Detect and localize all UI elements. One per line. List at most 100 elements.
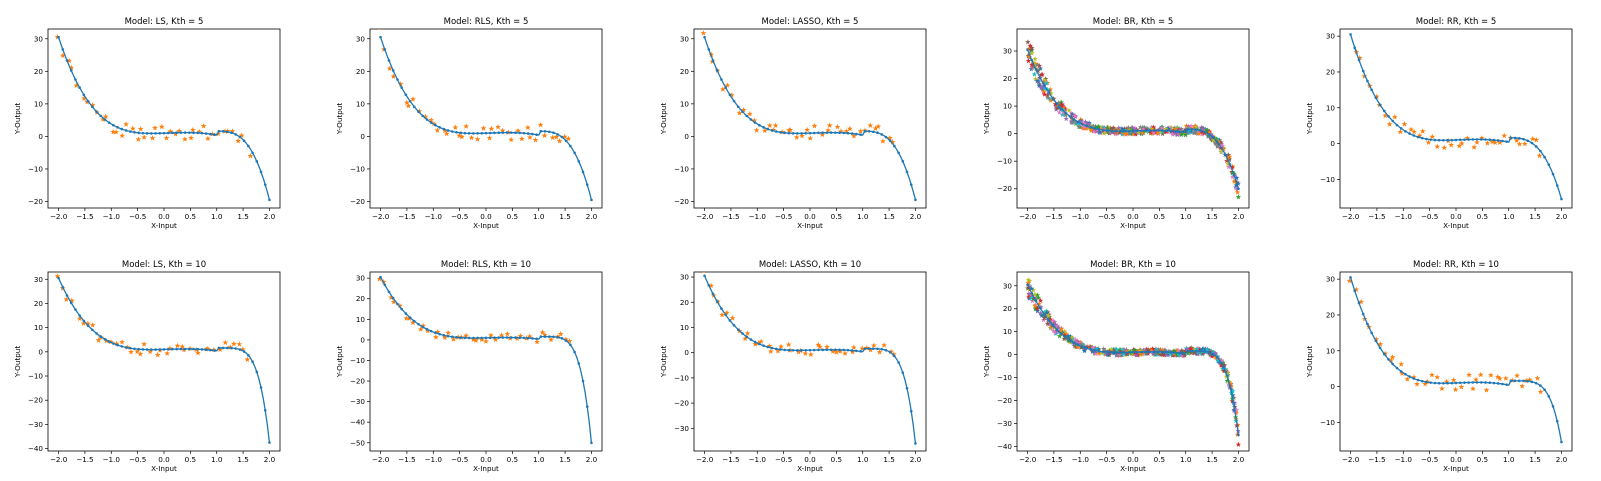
chart-8-sample-point: [1179, 347, 1185, 353]
chart-9-xtick-label-3: −0.5: [1421, 455, 1438, 464]
chart-5-xtick-label-0: −2.0: [50, 455, 68, 464]
chart-3-sample-point: [1199, 126, 1206, 132]
chart-0-sample-point: [81, 95, 87, 101]
chart-3-sample-point: [1198, 124, 1205, 130]
chart-1-fit-point: [590, 198, 593, 202]
chart-3-fit-point: [1131, 129, 1135, 133]
chart-8-fit-point: [1106, 350, 1109, 354]
chart-8-sample-point: [1215, 357, 1221, 363]
chart-3-sample-point: [1032, 76, 1039, 82]
chart-1-fit-point: [560, 135, 564, 139]
chart-2-fit-point: [779, 130, 782, 134]
chart-5-xtick-label-2: −1.0: [103, 455, 121, 464]
chart-0-fit-point: [242, 139, 246, 143]
chart-9-sample-point: [1537, 388, 1544, 395]
chart-4-fit-point: [1543, 155, 1546, 159]
chart-2-fit-point: [863, 129, 867, 133]
chart-2-fit-point: [914, 198, 917, 202]
chart-6-sample-point: [557, 331, 564, 337]
chart-8-sample-point: [1231, 395, 1237, 401]
chart-8-fit-point: [1232, 405, 1236, 408]
chart-3-sample-point: [1216, 137, 1223, 143]
chart-8-sample-point: [1108, 346, 1114, 352]
chart-3-sample-point: [1059, 101, 1066, 107]
chart-7-axes-frame: [693, 271, 927, 452]
chart-4-fit-point: [1370, 88, 1373, 92]
chart-2-sample-point: [736, 110, 743, 116]
chart-8-sample-point: [1174, 351, 1180, 357]
chart-2-fit-point: [724, 86, 727, 89]
chart-1-fit-point: [425, 118, 429, 121]
chart-0-fit-point: [133, 130, 136, 134]
chart-6-ytick-label-2: −30: [350, 397, 366, 406]
chart-9-ytick-label-0: −10: [1320, 418, 1336, 427]
chart-6-fit-point: [383, 283, 387, 287]
chart-0-fit-point: [230, 131, 233, 135]
chart-3-sample-point: [1130, 124, 1136, 130]
chart-7-fit-point: [863, 347, 867, 350]
chart-0-fit-point: [137, 131, 140, 135]
chart-4-xtick-label-0: −2.0: [1342, 212, 1360, 221]
chart-1-fit-point: [501, 131, 505, 134]
chart-2-fit-point: [741, 110, 744, 113]
chart-6-fit-point: [408, 316, 412, 319]
chart-9-sample-point: [1404, 376, 1411, 382]
chart-1-xtick-label-2: −1.0: [425, 212, 443, 221]
chart-5-fit-point: [145, 348, 149, 351]
chart-6-fit-point: [585, 405, 589, 408]
chart-2-fit-point: [800, 132, 803, 135]
chart-9-fit-point: [1458, 381, 1462, 385]
chart-0-fit-point: [179, 131, 183, 134]
chart-6-fit-point: [577, 362, 581, 365]
chart-3-sample-point: [1212, 138, 1218, 144]
chart-1-fit-point: [526, 132, 530, 135]
chart-6-xtick-label-6: 1.0: [533, 455, 545, 464]
chart-3-xtick-label-5: 0.5: [1154, 212, 1165, 221]
chart-8-fit-point: [1119, 351, 1122, 354]
chart-7-fit-point: [762, 344, 765, 347]
chart-3-sample-point: [1161, 129, 1168, 135]
chart-9-fit-point: [1547, 395, 1551, 398]
chart-4-sample-point: [1464, 135, 1471, 141]
chart-3-sample-point: [1225, 152, 1232, 158]
chart-8-fit-point: [1190, 349, 1194, 353]
chart-3-sample-point: [1206, 129, 1212, 135]
chart-9-fit-point: [1399, 370, 1403, 373]
chart-6-ytick-label-0: −50: [350, 438, 366, 447]
chart-2-plot-area: [700, 30, 917, 202]
chart-4-sample-point: [1474, 139, 1480, 145]
chart-4-sample-point: [1471, 144, 1477, 150]
chart-4-fit-point: [1496, 139, 1500, 142]
chart-3-sample-point: [1029, 64, 1035, 70]
chart-4-sample-point: [1448, 141, 1455, 148]
chart-2-fit-point: [808, 131, 812, 135]
chart-3-sample-point: [1093, 128, 1100, 134]
chart-5-fit-line: [57, 277, 271, 443]
chart-0-sample-point: [89, 102, 96, 108]
chart-9-fit-point: [1555, 419, 1559, 423]
chart-3-sample-point: [1045, 86, 1051, 92]
chart-3-sample-point: [1230, 163, 1236, 169]
chart-3-fit-point: [1165, 129, 1169, 132]
chart-9-xtick-label-8: 2.0: [1556, 455, 1568, 464]
chart-4-sample-point: [1382, 112, 1389, 119]
chart-8-sample-point: [1095, 346, 1101, 352]
chart-3-sample-point: [1234, 189, 1241, 195]
chart-5-sample-point: [222, 339, 229, 346]
chart-8-fit-point: [1173, 351, 1177, 354]
chart-2-fit-point: [838, 131, 841, 135]
chart-6-fit-point: [514, 336, 517, 339]
chart-3-fit-point: [1119, 129, 1122, 133]
chart-2-fit-point: [888, 139, 892, 143]
chart-6-fit-point: [535, 337, 538, 341]
chart-7-xlabel: X-Input: [797, 464, 823, 473]
chart-2-sample-point: [787, 126, 793, 133]
chart-0-sample-point: [176, 127, 183, 134]
chart-5-sample-point: [217, 346, 223, 353]
chart-6-sample-point: [410, 319, 416, 326]
chart-2-xtick-label-1: −1.5: [722, 212, 739, 221]
chart-8-fit-point: [1055, 328, 1059, 332]
chart-4-fit-point: [1391, 119, 1395, 123]
chart-1-fit-point: [417, 110, 420, 113]
chart-0-fit-point: [234, 133, 238, 136]
